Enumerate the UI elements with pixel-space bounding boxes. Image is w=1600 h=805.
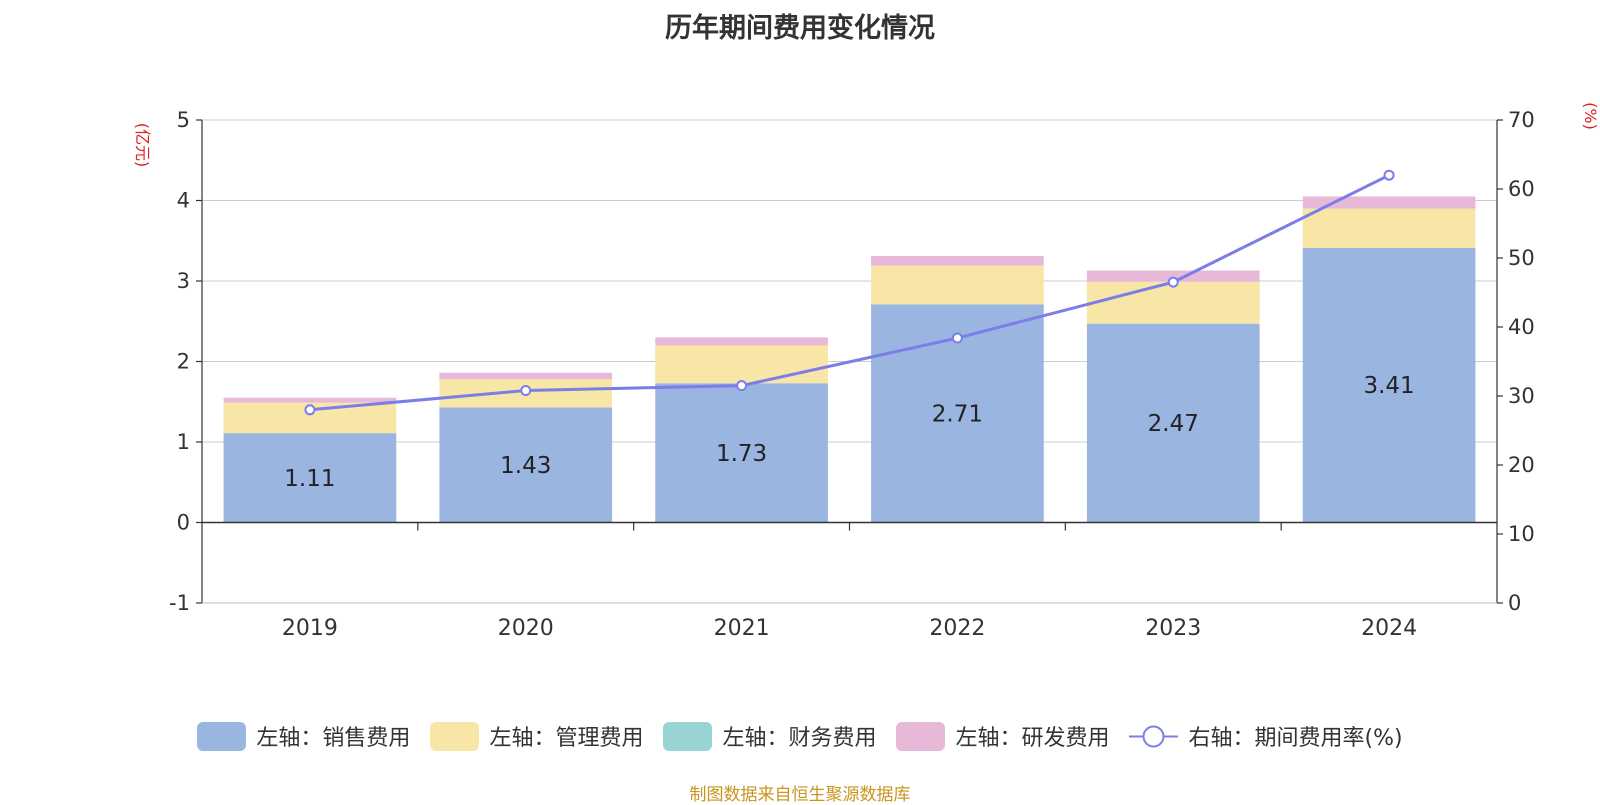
bar-data-label: 3.41 bbox=[1363, 373, 1414, 399]
y-right-tick-label: 20 bbox=[1508, 453, 1535, 477]
legend-line-circle bbox=[1142, 725, 1165, 747]
bar-segment bbox=[655, 337, 828, 346]
y-right-tick-label: 60 bbox=[1508, 177, 1535, 201]
y-left-tick-label: -1 bbox=[169, 591, 190, 615]
rate-point bbox=[304, 404, 316, 416]
bar-segment bbox=[655, 383, 828, 523]
y-right-tick-label: 30 bbox=[1508, 384, 1535, 408]
bar-segment bbox=[1086, 270, 1260, 282]
bar-data-label: 2.47 bbox=[1148, 411, 1199, 437]
legend-label: 左轴：销售费用 bbox=[256, 726, 411, 751]
data-labels: 1.11 1.43 1.73 2.71 2.47 3.41 bbox=[284, 373, 1414, 492]
legend-swatch bbox=[896, 721, 946, 751]
chart-title: 历年期间费用变化情况 bbox=[665, 13, 935, 44]
bar-data-label: 2.71 bbox=[932, 401, 983, 427]
legend-item[interactable]: 左轴：销售费用 bbox=[197, 720, 410, 752]
bar-segment bbox=[1302, 196, 1476, 209]
rate-point bbox=[520, 384, 532, 396]
bar-segment bbox=[655, 345, 828, 384]
bar-series bbox=[223, 196, 1476, 523]
y-left-tick-label: 3 bbox=[177, 269, 190, 293]
bar-segment bbox=[871, 265, 1044, 305]
bar-data-label: 1.11 bbox=[284, 466, 335, 492]
legend-label: 右轴：期间费用率(%) bbox=[1188, 726, 1403, 751]
bar-segment bbox=[1302, 247, 1476, 523]
x-tick-label: 2021 bbox=[714, 616, 770, 641]
rate-point bbox=[1167, 276, 1179, 288]
legend-label: 左轴：管理费用 bbox=[489, 726, 644, 751]
y-right-tick-label: 50 bbox=[1508, 246, 1535, 270]
legend-item[interactable]: 左轴：财务费用 bbox=[663, 720, 876, 752]
legend-swatch bbox=[663, 721, 713, 751]
legend-line-marker bbox=[1129, 725, 1179, 747]
y-right-tick-label: 10 bbox=[1508, 522, 1535, 546]
bar-segment bbox=[1086, 323, 1260, 523]
bar-segment bbox=[871, 256, 1044, 266]
y-left-tick-label: 1 bbox=[177, 430, 190, 454]
y-left-axis-label: (亿元) bbox=[133, 123, 152, 168]
rate-point bbox=[736, 380, 748, 392]
legend-item[interactable]: 右轴：期间费用率(%) bbox=[1129, 720, 1403, 752]
x-tick-label: 2024 bbox=[1361, 616, 1417, 641]
x-tick-label: 2023 bbox=[1145, 616, 1201, 641]
y-right-tick-label: 0 bbox=[1508, 591, 1521, 615]
legend-item[interactable]: 左轴：研发费用 bbox=[896, 720, 1109, 752]
legend-label: 左轴：财务费用 bbox=[722, 726, 877, 751]
x-tick-label: 2019 bbox=[282, 616, 338, 641]
legend: 左轴：销售费用 左轴：管理费用 左轴：财务费用 左轴：研发费用 右轴：期间费用率(%) bbox=[0, 720, 1600, 752]
bar-segment bbox=[223, 397, 397, 403]
legend-label: 左轴：研发费用 bbox=[955, 726, 1110, 751]
x-tick-label: 2020 bbox=[498, 616, 554, 641]
bar-data-label: 1.43 bbox=[500, 453, 551, 479]
rate-line bbox=[309, 173, 1390, 412]
x-tick-label: 2022 bbox=[929, 616, 985, 641]
line-series bbox=[304, 169, 1395, 416]
rate-point bbox=[951, 332, 963, 344]
legend-swatch bbox=[197, 721, 247, 751]
y-right-axis-label: (%) bbox=[1581, 102, 1600, 130]
bar-segment bbox=[223, 433, 397, 523]
y-left-tick-label: 2 bbox=[177, 350, 190, 374]
bar-data-label: 1.73 bbox=[716, 441, 767, 467]
y-right-tick-label: 40 bbox=[1508, 315, 1535, 339]
y-left-tick-label: 5 bbox=[177, 108, 190, 132]
y-left-tick-label: 0 bbox=[177, 511, 190, 535]
bar-segment bbox=[439, 407, 613, 523]
bar-segment bbox=[439, 372, 613, 380]
bar-segment bbox=[1086, 281, 1260, 324]
legend-item[interactable]: 左轴：管理费用 bbox=[430, 720, 643, 752]
source-note: 制图数据来自恒生聚源数据库 bbox=[689, 785, 911, 805]
y-right-tick-label: 70 bbox=[1508, 108, 1535, 132]
legend-swatch bbox=[430, 721, 480, 751]
rate-point bbox=[1383, 169, 1395, 181]
y-left-tick-label: 4 bbox=[177, 189, 190, 213]
bar-segment bbox=[1302, 208, 1476, 248]
